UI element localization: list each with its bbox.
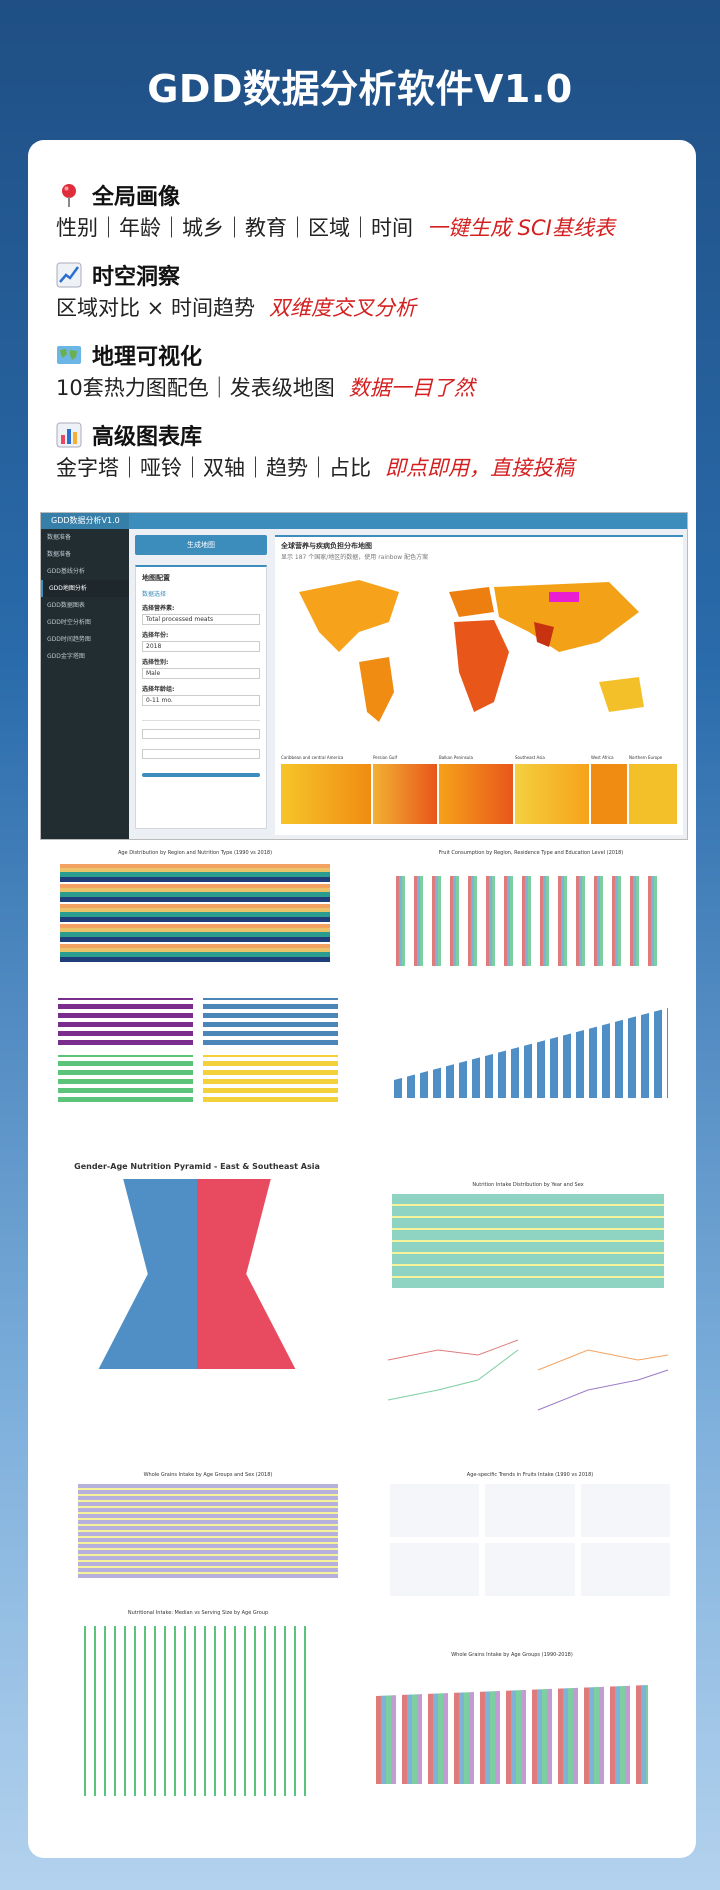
generate-map-button[interactable]: 生成地图 [135, 535, 267, 555]
feature-highlight: 数据一目了然 [348, 376, 475, 400]
year-select[interactable]: 2018 [142, 641, 260, 652]
sidebar-item[interactable]: GDD时空分析图 [47, 619, 91, 626]
chart-trend-lines [378, 1320, 678, 1430]
chart-dual-axis [378, 998, 684, 1113]
sidebar-item[interactable]: GDD金字塔图 [47, 653, 85, 660]
sidebar-item[interactable]: GDD基线分析 [47, 568, 85, 575]
option-select[interactable] [142, 729, 260, 739]
chart-title: Nutrition Intake Distribution by Year an… [472, 1182, 584, 1188]
chart-intake-distribution: Nutrition Intake Distribution by Year an… [378, 1180, 678, 1300]
world-map [279, 562, 679, 742]
feature-line: 性别｜年龄｜城乡｜教育｜区域｜时间 [56, 216, 413, 240]
region-label: Persian Gulf [373, 755, 397, 760]
feature-spatiotemporal: 时空洞察 区域对比 × 时间趋势 双维度交叉分析 [56, 260, 416, 322]
nutrient-select[interactable]: Total processed meats [142, 614, 260, 625]
feature-highlight: 即点即用，直接投稿 [385, 456, 574, 480]
feature-highlight: 一键生成 SCI基线表 [427, 216, 615, 240]
chart-whole-grains-years: Whole Grains Intake by Age Groups (1990-… [360, 1650, 664, 1800]
bar-chart-icon [56, 422, 82, 448]
chart-title: Whole Grains Intake by Age Groups and Se… [143, 1472, 273, 1478]
feature-line: 10套热力图配色｜发表级地图 [56, 376, 335, 400]
sidebar-item[interactable]: GDD数据图表 [47, 602, 85, 609]
data-section-label: 数据选择 [142, 591, 167, 598]
page-title: GDD数据分析软件V1.0 [147, 67, 573, 111]
app-sidebar: GDD数据分析V1.0 数据准备 数据准备 GDD基线分析 GDD地图分析 GD… [41, 513, 129, 839]
age-select[interactable]: 0-11 mo. [142, 695, 260, 706]
feature-chart-library: 高级图表库 金字塔｜哑铃｜双轴｜趋势｜占比 即点即用，直接投稿 [56, 420, 574, 482]
feature-line: 金字塔｜哑铃｜双轴｜趋势｜占比 [56, 456, 371, 480]
chart-trend-icon [56, 262, 82, 288]
map-panel: 全球营养与疾病负担分布地图 显示 187 个国家/地区的数据，使用 rainbo… [275, 535, 683, 835]
chart-region-panels [48, 990, 348, 1110]
sidebar-item[interactable]: GDD时间趋势图 [47, 636, 91, 643]
sex-select[interactable]: Male [142, 668, 260, 679]
chart-whole-grains-sex: Whole Grains Intake by Age Groups and Se… [58, 1470, 358, 1590]
app-screenshot: GDD数据分析V1.0 数据准备 数据准备 GDD基线分析 GDD地图分析 GD… [40, 512, 688, 840]
map-title: 全球营养与疾病负担分布地图 [281, 542, 372, 550]
chart-age-distribution: Age Distribution by Region and Nutrition… [40, 848, 350, 978]
sidebar-item[interactable]: 数据准备 [47, 551, 72, 558]
opacity-slider[interactable] [142, 773, 260, 777]
config-title: 地图配置 [142, 574, 170, 582]
control-panel: 生成地图 地图配置 数据选择 选择营养素: Total processed me… [135, 535, 267, 835]
chart-title: Gender-Age Nutrition Pyramid - East & So… [74, 1162, 320, 1171]
feature-title: 时空洞察 [92, 265, 181, 290]
chart-title: Fruit Consumption by Region, Residence T… [438, 850, 624, 856]
nutrient-label: 选择营养素: [142, 605, 175, 612]
chart-title: Whole Grains Intake by Age Groups (1990-… [451, 1652, 573, 1658]
feature-line: 区域对比 × 时间趋势 [56, 296, 255, 320]
chart-title: Age-specific Trends in Fruits Intake (19… [466, 1472, 594, 1478]
feature-geo-visual: 地理可视化 10套热力图配色｜发表级地图 数据一目了然 [56, 340, 475, 402]
feature-highlight: 双维度交叉分析 [268, 296, 416, 320]
sidebar-item[interactable]: 数据准备 [47, 534, 72, 541]
feature-title: 地理可视化 [92, 345, 203, 370]
palette-select[interactable] [142, 749, 260, 759]
region-label: Southeast Asia [515, 755, 545, 760]
chart-median-serving: Nutritional Intake: Median vs Serving Si… [68, 1608, 328, 1808]
chart-title: Nutritional Intake: Median vs Serving Si… [127, 1610, 269, 1616]
feature-title: 高级图表库 [92, 425, 203, 450]
app-brand: GDD数据分析V1.0 [41, 513, 129, 529]
region-label: Balkan Peninsula [439, 755, 473, 760]
content-card: 全局画像 性别｜年龄｜城乡｜教育｜区域｜时间 一键生成 SCI基线表 时空洞察 区… [28, 140, 696, 1858]
feature-title: 全局画像 [92, 185, 181, 210]
feature-global-profile: 全局画像 性别｜年龄｜城乡｜教育｜区域｜时间 一键生成 SCI基线表 [56, 180, 615, 242]
sidebar-item-active[interactable]: GDD地图分析 [41, 580, 129, 597]
regional-map-strip: Caribbean and central America Persian Gu… [281, 755, 677, 831]
region-label: Caribbean and central America [281, 755, 344, 760]
year-label: 选择年份: [142, 632, 169, 639]
chart-title: Age Distribution by Region and Nutrition… [117, 850, 273, 856]
map-config-box: 地图配置 数据选择 选择营养素: Total processed meats 选… [135, 565, 267, 829]
chart-pyramid: Gender-Age Nutrition Pyramid - East & So… [62, 1160, 332, 1390]
chart-fruit-consumption: Fruit Consumption by Region, Residence T… [376, 848, 686, 978]
sex-label: 选择性别: [142, 659, 169, 666]
chart-age-trends: Age-specific Trends in Fruits Intake (19… [380, 1470, 680, 1610]
age-label: 选择年龄组: [142, 686, 175, 693]
region-label: Northern Europe [629, 755, 663, 760]
pushpin-icon [62, 184, 76, 207]
app-topbar [129, 513, 687, 529]
map-subtitle: 显示 187 个国家/地区的数据，使用 rainbow 配色方案 [281, 554, 429, 561]
world-map-icon [57, 346, 81, 364]
region-label: West Africa [591, 755, 614, 760]
